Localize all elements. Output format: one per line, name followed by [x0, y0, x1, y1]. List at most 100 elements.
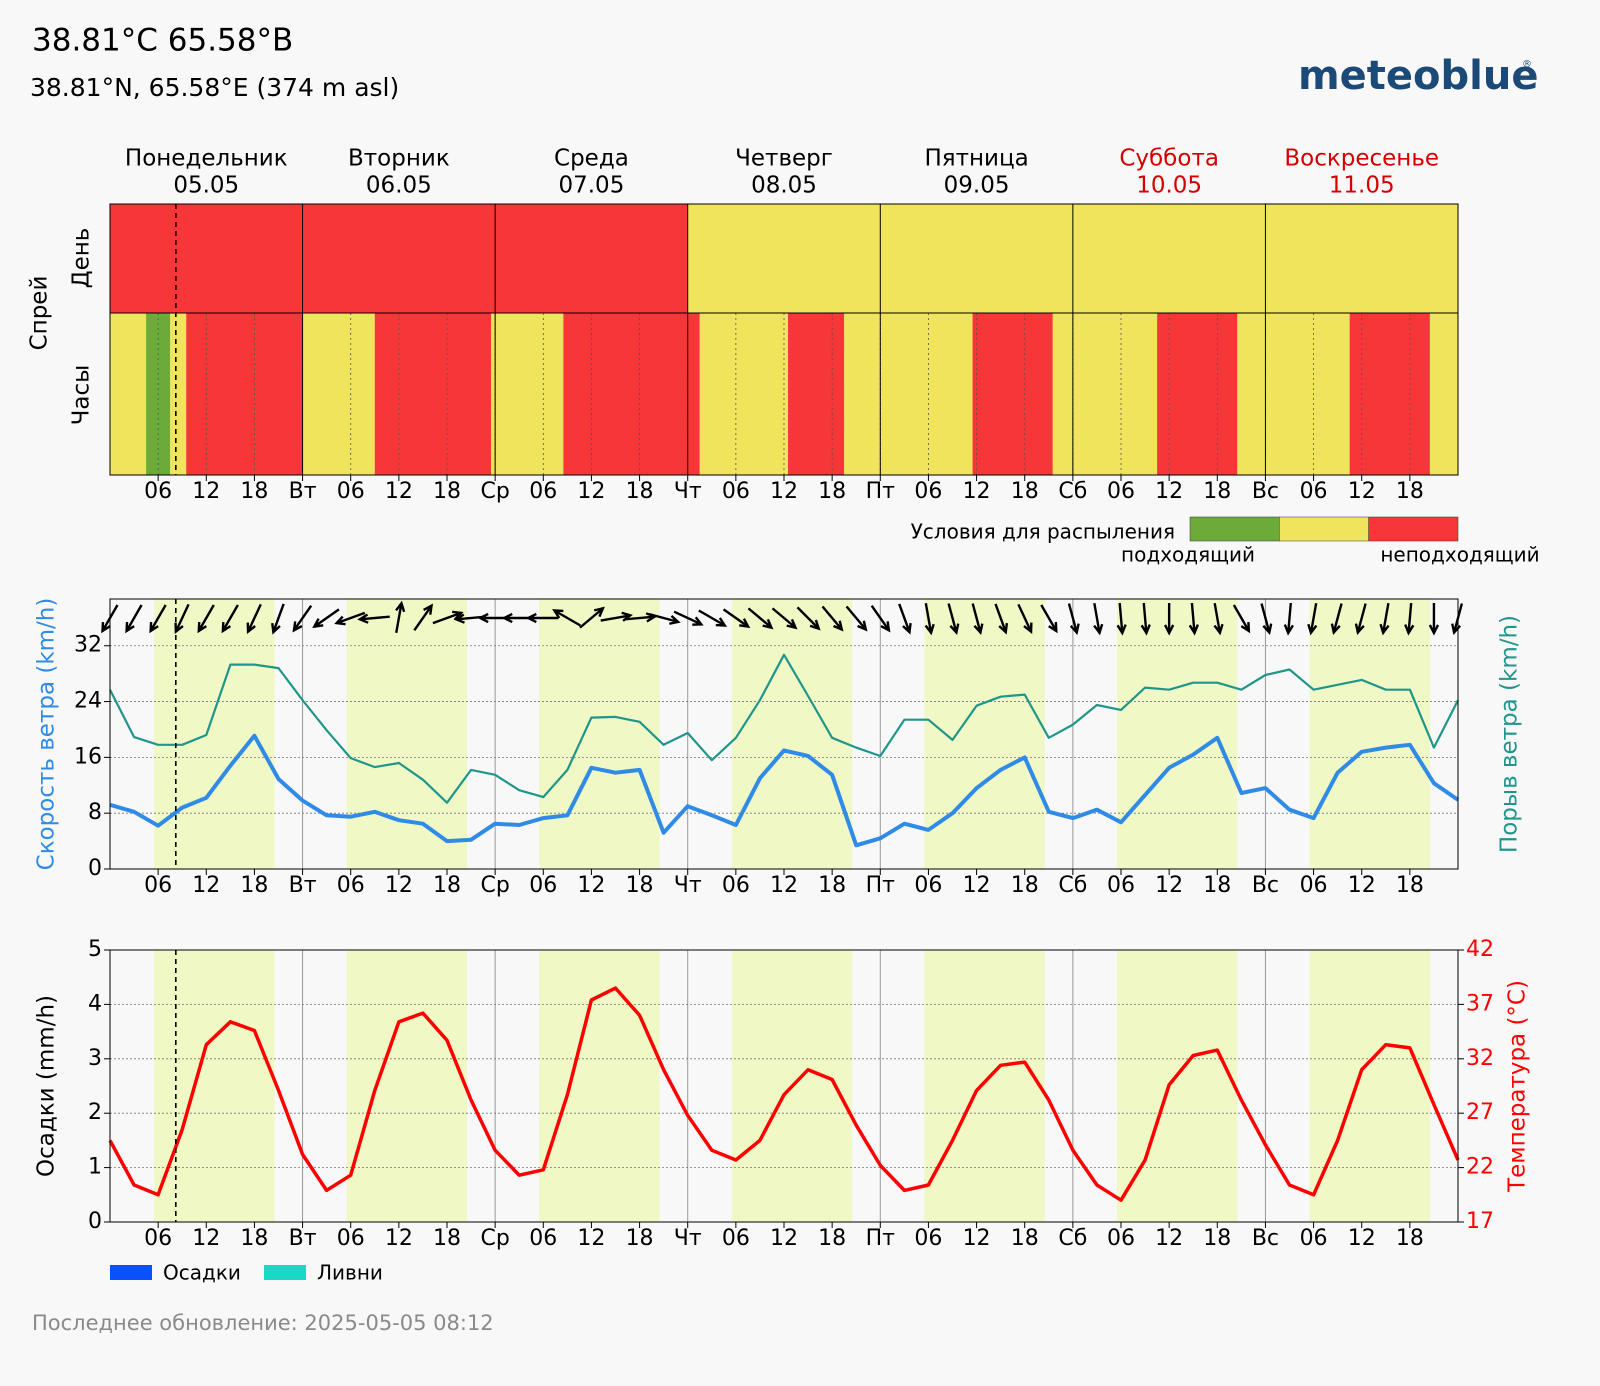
x-tick-label: Вс [1252, 1226, 1279, 1251]
day-name: Суббота [1119, 146, 1219, 172]
wind-arrow [771, 607, 798, 630]
wind-arrow [552, 609, 581, 627]
x-tick-label: 06 [722, 479, 750, 504]
x-tick-label: 18 [1011, 873, 1039, 898]
legend-swatch [1279, 516, 1369, 542]
x-tick-label: Чт [674, 1226, 702, 1251]
logo: meteoblue [1298, 53, 1539, 99]
x-tick-label: 06 [1300, 479, 1328, 504]
x-tick-label: Пт [866, 1226, 896, 1251]
x-tick-label: 12 [577, 1226, 605, 1251]
day-condition [1072, 204, 1266, 313]
wind-arrow [1283, 602, 1294, 636]
hour-condition [186, 313, 303, 475]
x-tick-label: 06 [337, 1226, 365, 1251]
day-date: 09.05 [944, 173, 1010, 199]
y-tick-label: 0 [88, 856, 102, 881]
wind-arrow [1213, 603, 1224, 636]
x-tick-label: Вт [289, 1226, 317, 1251]
wind-arrow [1404, 602, 1415, 636]
x-tick-label: 12 [577, 873, 605, 898]
x-tick-label: 18 [240, 1226, 268, 1251]
wind-arrow [898, 603, 912, 635]
x-tick-label: 12 [385, 873, 413, 898]
x-tick-label: 12 [192, 1226, 220, 1251]
y-tick-label: 24 [74, 689, 102, 714]
hour-condition [1429, 313, 1458, 475]
y-tick-label: 1 [88, 1155, 102, 1180]
x-tick-label: 18 [626, 1226, 654, 1251]
y-tick-label: 2 [88, 1100, 102, 1125]
wind-arrow [821, 605, 844, 632]
hour-condition [302, 313, 375, 475]
x-tick-label: 18 [818, 1226, 846, 1251]
y-label: Осадки (mm/h) [34, 995, 60, 1177]
x-tick-label: 06 [529, 1226, 557, 1251]
wind-arrow [924, 603, 935, 636]
wind-arrow [413, 603, 434, 631]
wind-arrow [525, 612, 559, 624]
series-line [108, 986, 1460, 1202]
x-tick-label: 18 [1203, 873, 1231, 898]
daylight-band [1116, 950, 1238, 1222]
wind-arrow [1379, 603, 1390, 636]
wind-arrow [292, 605, 313, 633]
wind-arrow [334, 611, 366, 626]
wind-arrow [1428, 603, 1440, 636]
x-tick-label: 06 [914, 873, 942, 898]
day-name: Понедельник [125, 146, 288, 172]
x-tick-label: Вс [1252, 479, 1279, 504]
wind-arrow [648, 612, 681, 625]
x-tick-label: 18 [1203, 479, 1231, 504]
x-tick-label: 12 [577, 479, 605, 504]
wind-arrow [994, 603, 1009, 635]
hour-condition [788, 313, 845, 475]
wind-arrow [312, 608, 340, 629]
wind-arrow [1140, 602, 1151, 636]
daylight-band [924, 950, 1045, 1222]
x-tick-label: 06 [1107, 479, 1135, 504]
wind-arrow [1451, 603, 1464, 636]
wind-arrow [271, 603, 285, 635]
y2-tick-label: 27 [1466, 1100, 1494, 1125]
x-tick-label: 12 [1155, 479, 1183, 504]
hour-condition [1237, 313, 1350, 475]
row-label: День [69, 228, 95, 289]
x-tick-label: 06 [144, 479, 172, 504]
day-date: 07.05 [558, 173, 624, 199]
wind-arrow [149, 604, 167, 634]
x-tick-label: 12 [192, 873, 220, 898]
day-date: 10.05 [1136, 173, 1202, 199]
hour-condition [972, 313, 1053, 475]
day-name: Воскресенье [1284, 146, 1439, 172]
x-tick-label: 12 [1155, 873, 1183, 898]
wind-arrow [845, 605, 868, 632]
wind-arrow [870, 605, 891, 633]
footer: Последнее обновление: 2025-05-05 08:12 [32, 1311, 494, 1335]
y2-label: Температура (°C) [1505, 980, 1531, 1193]
x-tick-label: Вт [289, 479, 317, 504]
daylight-band [539, 599, 660, 869]
x-tick-label: 18 [626, 479, 654, 504]
x-tick-label: 12 [1348, 1226, 1376, 1251]
x-tick-label: 18 [1011, 479, 1039, 504]
y2-tick-label: 32 [1466, 1046, 1494, 1071]
x-tick-label: Чт [674, 479, 702, 504]
x-tick-label: 06 [914, 1226, 942, 1251]
wind-arrow [1354, 603, 1367, 636]
day-date: 11.05 [1329, 173, 1395, 199]
legend-swatch [1189, 516, 1280, 542]
x-tick-label: 18 [240, 479, 268, 504]
y-tick-label: 3 [88, 1046, 102, 1071]
day-condition [880, 204, 1073, 313]
y-tick-label: 16 [74, 744, 102, 769]
x-tick-label: Ср [480, 479, 509, 504]
x-tick-label: 06 [529, 873, 557, 898]
wind-arrow [1188, 602, 1200, 636]
day-name: Четверг [735, 146, 833, 172]
title: 38.81°C 65.58°В [32, 23, 293, 59]
x-tick-label: Сб [1058, 873, 1087, 898]
x-tick-label: 06 [337, 479, 365, 504]
legend-label: неподходящий [1380, 543, 1539, 567]
